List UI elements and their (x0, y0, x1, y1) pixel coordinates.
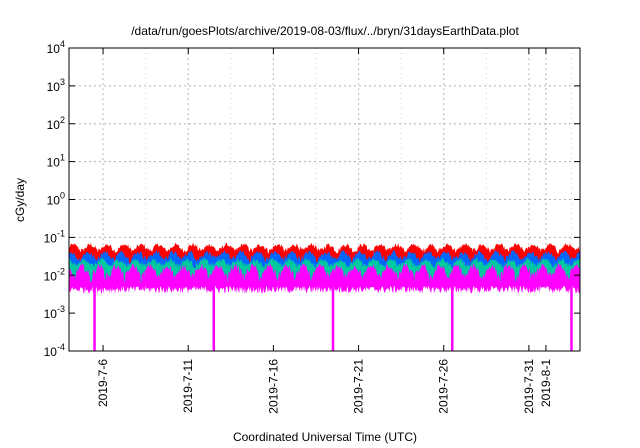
grid (69, 48, 580, 351)
y-tick-label: 101 (47, 153, 65, 170)
y-tick-label: 10-2 (44, 266, 65, 283)
series-floor (69, 285, 580, 351)
x-tick-label: 2019-7-31 (522, 359, 536, 414)
x-axis-label: Coordinated Universal Time (UTC) (233, 430, 417, 444)
x-tick-label: 2019-7-21 (352, 359, 366, 414)
y-tick-label: 10-3 (44, 304, 65, 321)
y-tick-label: 103 (47, 77, 65, 94)
chart-title: /data/run/goesPlots/archive/2019-08-03/f… (131, 24, 519, 38)
x-tick-label: 2019-7-26 (437, 359, 451, 414)
x-tick-label: 2019-8-1 (539, 359, 553, 407)
y-tick-label: 10-1 (44, 228, 65, 245)
y-tick-label: 100 (47, 191, 65, 208)
y-axis-label: cGy/day (13, 178, 27, 222)
x-tick-label: 2019-7-6 (96, 359, 110, 407)
y-tick-label: 104 (47, 39, 65, 56)
x-tick-label: 2019-7-11 (181, 359, 195, 413)
y-tick-label: 102 (47, 115, 65, 132)
x-tick-label: 2019-7-16 (266, 359, 280, 414)
y-tick-label: 10-4 (44, 342, 65, 359)
data-series (68, 242, 581, 352)
axes: 10-4 10-3 10-2 10-1 100 101 102 103 104 2019-7-6 2… (44, 39, 580, 414)
